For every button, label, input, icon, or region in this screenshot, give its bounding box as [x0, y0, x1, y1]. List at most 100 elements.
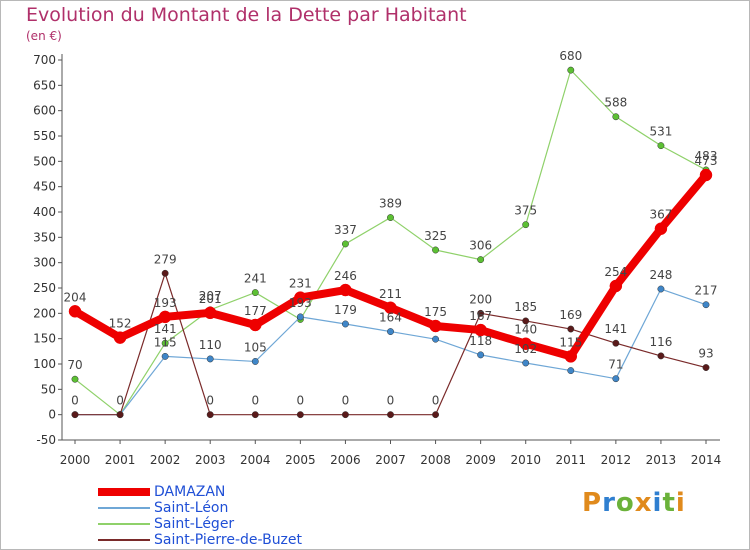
data-point	[71, 411, 79, 419]
y-tick-label: 50	[41, 382, 56, 396]
data-point	[339, 283, 352, 297]
data-label: 0	[251, 394, 259, 408]
x-tick-label: 2000	[60, 453, 91, 467]
data-point	[522, 359, 530, 367]
data-label: 116	[649, 335, 672, 349]
y-tick-label: 250	[33, 281, 56, 295]
data-point	[206, 355, 214, 363]
data-label: 140	[514, 323, 537, 337]
data-point	[477, 351, 485, 359]
legend-label: DAMAZAN	[154, 484, 226, 500]
data-point	[564, 350, 578, 363]
data-point	[71, 375, 79, 383]
data-label: 152	[109, 317, 132, 331]
data-point	[341, 320, 349, 328]
data-label: 167	[469, 309, 492, 323]
data-point	[657, 285, 665, 293]
legend-swatch	[98, 488, 150, 496]
data-point	[203, 306, 217, 320]
data-label: 217	[695, 284, 718, 298]
data-point	[68, 305, 82, 318]
data-point	[387, 411, 394, 419]
data-label: 115	[559, 335, 582, 349]
legend-label: Saint-Léon	[154, 500, 229, 516]
data-point	[612, 339, 620, 347]
data-label: 0	[432, 394, 440, 408]
y-tick-label: 700	[33, 53, 56, 67]
data-point	[432, 335, 440, 343]
data-label: 375	[514, 204, 537, 218]
data-point	[477, 309, 485, 317]
data-label: 0	[71, 394, 79, 408]
data-label: 105	[244, 340, 267, 354]
x-tick-label: 2001	[105, 453, 136, 467]
data-point	[251, 411, 259, 419]
data-label: 367	[649, 208, 672, 222]
data-label: 177	[244, 304, 267, 318]
data-label: 201	[199, 292, 222, 306]
data-point	[657, 142, 665, 150]
data-point	[612, 375, 620, 383]
y-tick-label: 450	[33, 180, 56, 194]
y-tick-label: -50	[36, 433, 56, 447]
legend-label: Saint-Pierre-de-Buzet	[154, 532, 303, 548]
data-point	[206, 411, 214, 419]
data-label: 110	[199, 338, 222, 352]
data-point	[113, 331, 127, 344]
data-point	[251, 289, 259, 297]
data-point	[116, 411, 124, 419]
data-label: 0	[297, 394, 305, 408]
data-point	[699, 168, 713, 182]
legend-swatch	[98, 539, 150, 541]
data-point	[429, 319, 442, 333]
legend-item: Saint-Léon	[98, 500, 302, 516]
y-tick-label: 150	[33, 332, 56, 346]
data-label: 193	[154, 296, 177, 310]
data-label: 680	[559, 49, 582, 63]
data-label: 0	[206, 394, 214, 408]
x-tick-label: 2012	[601, 453, 632, 467]
data-label: 531	[649, 125, 672, 139]
x-tick-label: 2004	[240, 453, 271, 467]
y-tick-label: 650	[33, 78, 56, 92]
data-label: 483	[695, 149, 718, 163]
data-point	[567, 367, 575, 375]
data-label: 248	[649, 268, 672, 282]
data-point	[519, 337, 532, 350]
x-tick-label: 2009	[465, 453, 496, 467]
y-tick-label: 0	[48, 408, 56, 422]
data-label: 211	[379, 287, 402, 301]
data-label: 204	[64, 290, 87, 304]
data-label: 207	[199, 289, 222, 303]
x-tick-label: 2014	[691, 453, 722, 467]
x-tick-label: 2003	[195, 453, 226, 467]
data-label: 279	[154, 252, 177, 266]
data-point	[251, 358, 259, 365]
y-tick-label: 100	[33, 357, 56, 371]
y-tick-label: 600	[33, 104, 56, 118]
legend-item: DAMAZAN	[98, 484, 302, 500]
data-point	[522, 317, 530, 325]
legend-item: Saint-Léger	[98, 516, 302, 532]
data-label: 185	[514, 300, 537, 314]
data-label: 169	[559, 308, 582, 322]
data-point	[387, 328, 394, 336]
data-point	[161, 352, 169, 360]
data-label: 115	[154, 335, 177, 349]
data-point	[474, 323, 487, 337]
data-label: 93	[698, 347, 713, 361]
data-label: 175	[424, 305, 447, 319]
y-tick-label: 200	[33, 306, 56, 320]
legend-swatch	[98, 507, 150, 509]
data-point	[567, 66, 575, 74]
proxiti-logo: Proxiti	[582, 488, 686, 518]
data-point	[296, 313, 304, 321]
data-point	[384, 301, 397, 315]
data-label: 193	[289, 296, 312, 310]
data-label: 254	[604, 265, 627, 279]
data-label: 0	[116, 394, 124, 408]
data-point	[567, 325, 575, 333]
data-point	[387, 214, 394, 222]
data-label: 164	[379, 311, 402, 325]
data-label: 241	[244, 272, 267, 286]
